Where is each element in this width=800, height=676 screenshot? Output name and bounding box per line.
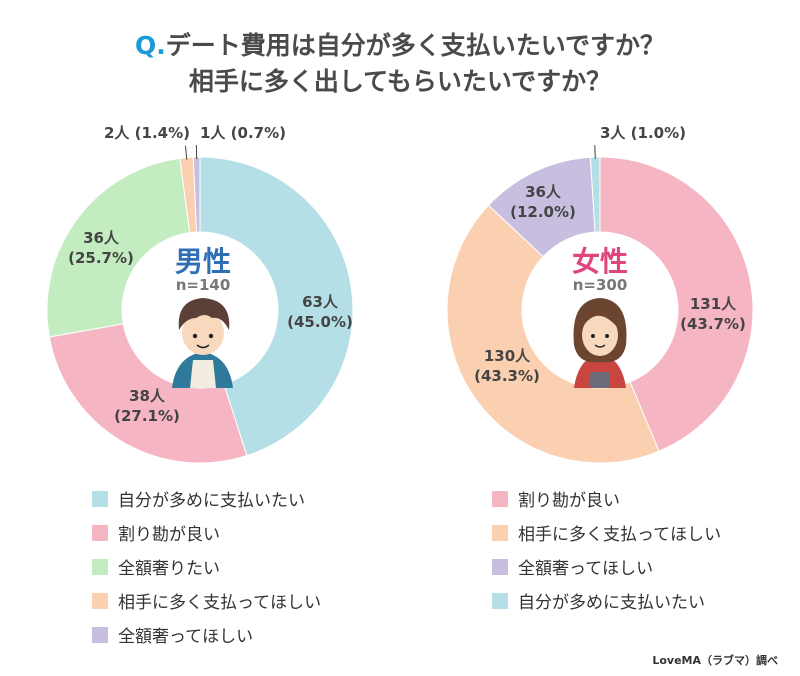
male-legend-0: 自分が多めに支払いたい: [92, 486, 305, 511]
male-legend-3: 相手に多く支払ってほしい: [92, 588, 321, 613]
title-line-1: Q.デート費用は自分が多く支払いたいですか？: [0, 26, 800, 62]
female-label-1: 130人 (43.3%): [474, 347, 540, 385]
male-label-0: 63人 (45.0%): [287, 293, 353, 331]
female-n: n=300: [572, 276, 628, 294]
female-label-2: 36人 (12.0%): [510, 183, 576, 221]
female-legend-1: 相手に多く支払ってほしい: [492, 520, 721, 545]
title-text-1: デート費用は自分が多く支払いたいですか？: [165, 31, 665, 60]
woman-illustration: [573, 298, 627, 388]
male-label-3: 2人 (1.4%): [104, 124, 190, 142]
male-legend-2: 全額奢りたい: [92, 554, 220, 579]
male-label-2: 36人 (25.7%): [68, 229, 134, 267]
female-label-0: 131人 (43.7%): [680, 295, 746, 333]
male-label-1: 38人 (27.1%): [114, 387, 180, 425]
male-center-title: 男性: [174, 245, 231, 278]
man-illustration: [172, 298, 233, 388]
female-legend-0: 割り勘が良い: [492, 486, 620, 511]
q-mark: Q.: [134, 31, 166, 60]
credit: LoveMA（ラブマ）調べ: [652, 654, 778, 667]
male-legend-1: 割り勘が良い: [92, 520, 220, 545]
male-legend-4: 全額奢ってほしい: [92, 622, 253, 647]
female-label-3: 3人 (1.0%): [600, 124, 686, 142]
male-label-4: 1人 (0.7%): [200, 124, 286, 142]
title-line-2: 相手に多く出してもらいたいですか？: [188, 67, 612, 96]
male-n: n=140: [175, 276, 231, 294]
slice-0-2: [46, 157, 191, 338]
female-center-title: 女性: [571, 245, 628, 278]
female-legend-3: 自分が多めに支払いたい: [492, 588, 705, 613]
leader-line-0-3: [184, 145, 188, 160]
female-legend-2: 全額奢ってほしい: [492, 554, 653, 579]
